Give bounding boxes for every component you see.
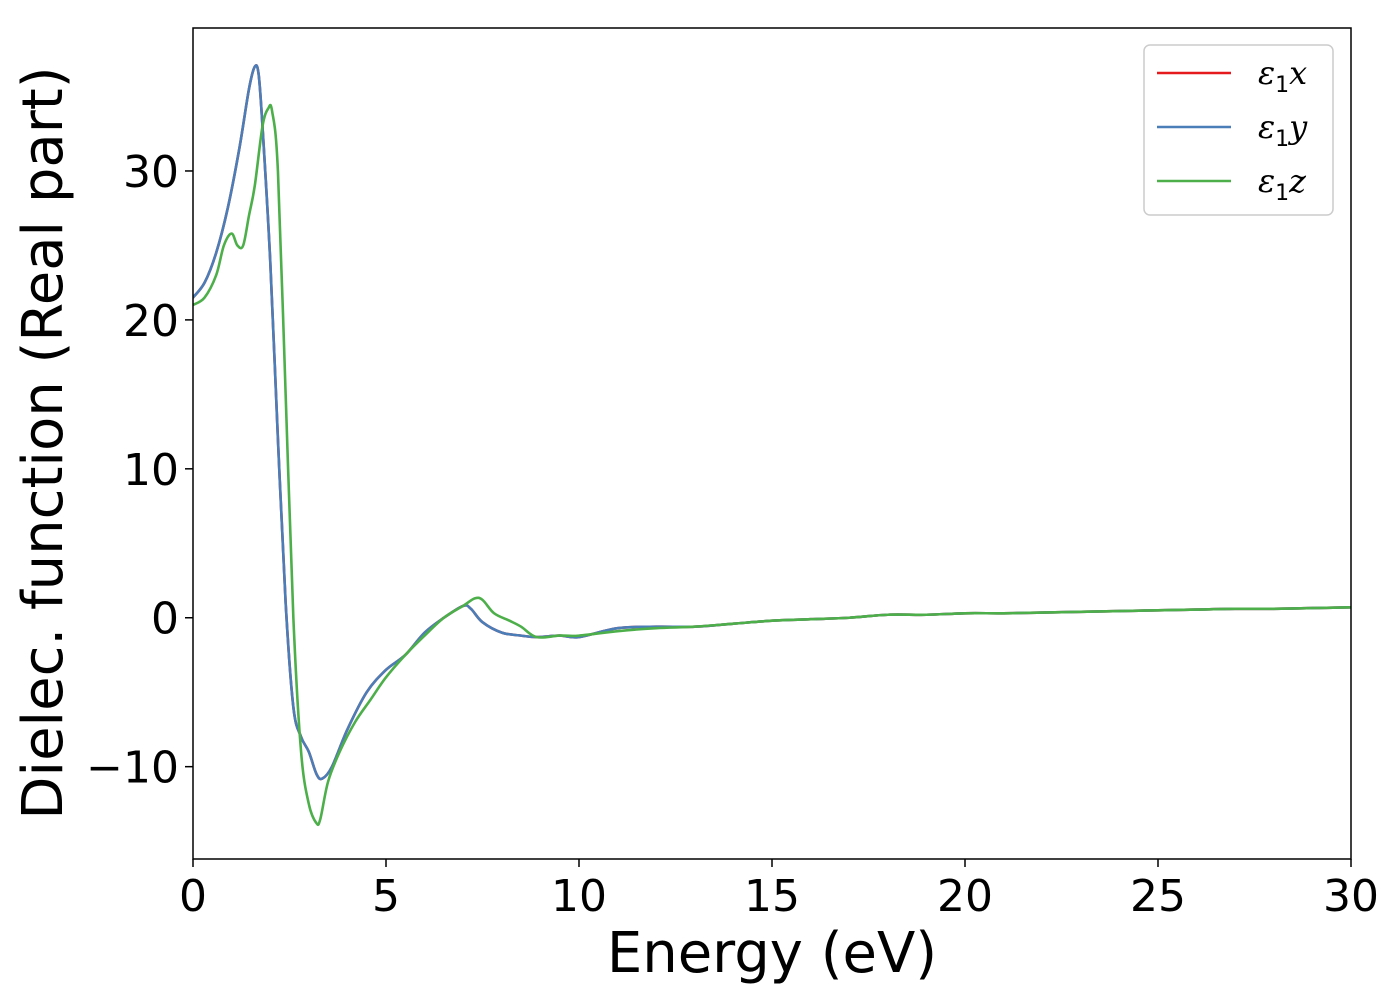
legend-label-subscript: 1 bbox=[1275, 181, 1289, 206]
x-tick-label: 0 bbox=[179, 871, 207, 922]
y-axis-label: Dielec. function (Real part) bbox=[11, 66, 76, 819]
y-tick-label: 30 bbox=[123, 147, 179, 198]
series-line-eps1z bbox=[193, 103, 1351, 827]
x-tick-label: 10 bbox=[551, 871, 607, 922]
x-tick-label: 30 bbox=[1323, 871, 1379, 922]
y-tick-label: 10 bbox=[123, 445, 179, 496]
legend-label-component: y bbox=[1287, 108, 1308, 146]
y-tick-label: 20 bbox=[123, 296, 179, 347]
plot-series bbox=[193, 64, 1351, 827]
y-tick-label: 0 bbox=[151, 594, 179, 645]
legend-label-symbol: ε bbox=[1258, 54, 1275, 92]
x-axis-label: Energy (eV) bbox=[607, 921, 937, 986]
legend-label-component: x bbox=[1289, 54, 1307, 92]
legend-label-symbol: ε bbox=[1258, 108, 1275, 146]
legend-box bbox=[1143, 44, 1334, 216]
legend-label-subscript: 1 bbox=[1275, 127, 1289, 152]
y-axis-ticks: −10 0 10 20 30 bbox=[86, 147, 193, 794]
x-tick-label: 20 bbox=[937, 871, 993, 922]
x-axis-ticks: 0 5 10 15 20 25 30 bbox=[179, 859, 1379, 922]
x-tick-label: 15 bbox=[744, 871, 800, 922]
legend-label-subscript: 1 bbox=[1275, 73, 1289, 98]
y-tick-label: −10 bbox=[86, 743, 179, 794]
x-tick-label: 25 bbox=[1130, 871, 1186, 922]
legend-label-eps1x: ε1x bbox=[1258, 54, 1307, 98]
legend-label-component: z bbox=[1288, 162, 1307, 200]
x-tick-label: 5 bbox=[372, 871, 400, 922]
legend-label-eps1y: ε1y bbox=[1258, 108, 1308, 152]
legend-label-eps1z: ε1z bbox=[1258, 162, 1307, 206]
legend-label-symbol: ε bbox=[1258, 162, 1275, 200]
